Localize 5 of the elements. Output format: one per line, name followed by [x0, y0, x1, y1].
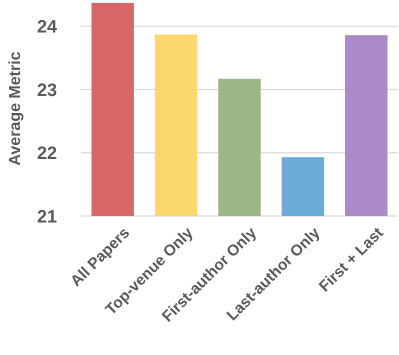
y-tick-label: 23: [36, 80, 57, 100]
y-tick-label: 21: [36, 206, 57, 226]
y-tick-label: 24: [36, 16, 57, 37]
y-tick-label: 22: [36, 143, 57, 164]
y-axis-title: Average Metric: [7, 51, 24, 166]
